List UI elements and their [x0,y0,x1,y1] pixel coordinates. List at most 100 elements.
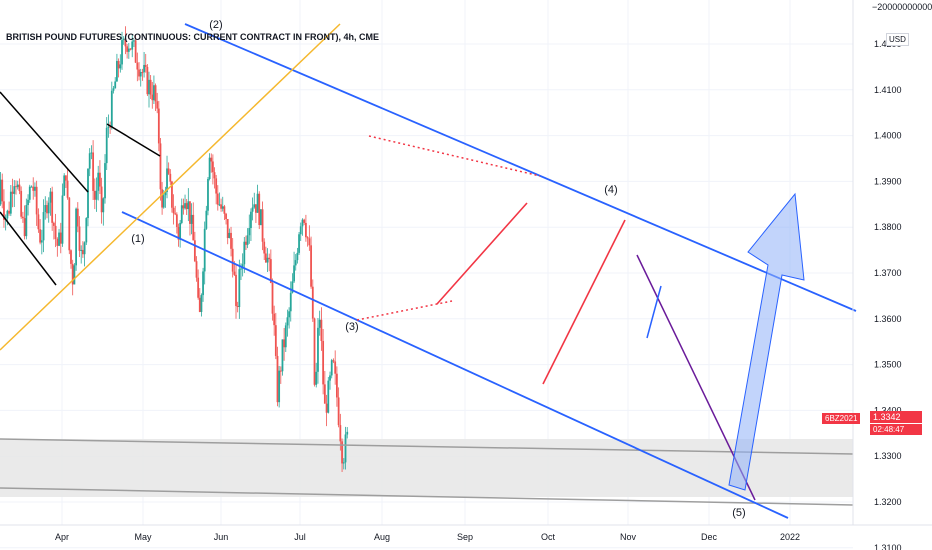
candle-body [200,295,203,312]
candle-body [1,179,4,202]
candle-body [190,214,193,224]
candle-body [21,216,24,219]
price-tick-label: 1.3300 [874,451,902,461]
bar-countdown: 02:48:47 [870,424,922,435]
candle-body [154,85,157,102]
candle-body [56,238,59,246]
dotted-support-line [356,300,453,321]
candle-body [221,206,224,209]
candle-body [182,205,185,209]
candle-body [64,175,67,181]
time-tick-label: 2022 [780,532,800,542]
candle-body [334,361,337,374]
time-tick-label: Aug [374,532,390,542]
price-tick-label: 1.3500 [874,360,902,370]
candle-body [266,257,269,263]
candle-body [298,234,300,253]
price-tick-label: 1.3800 [874,222,902,232]
candle-body [51,191,54,223]
wave-label: (1) [131,233,144,245]
zone-bottom-line [0,487,854,506]
candle-body [276,355,279,403]
candle-body [313,318,316,385]
candle-body [97,172,100,191]
candle-body [9,191,12,214]
candle-body [100,186,103,213]
candle-body [193,240,196,262]
candle-body [171,181,173,208]
candle-body [80,249,83,251]
candle-body [85,218,88,243]
candle-body [37,214,40,230]
candle-body [116,60,118,82]
candle-body [273,313,276,326]
candle-body [241,264,244,269]
candle-body [299,226,302,235]
candle-body [195,261,198,278]
candle-body [284,325,287,348]
candle-body [122,38,125,41]
candle-body [95,190,98,200]
currency-label[interactable]: USD [886,33,909,46]
price-tick-label: 1.3600 [874,314,902,324]
candle-body [44,205,47,213]
candle-body [131,41,134,50]
candle-body [138,69,140,77]
candle-body [296,252,299,261]
candle-body [281,339,284,372]
candle-body [99,172,101,187]
channel-upper-line [184,23,857,312]
candle-body [240,268,242,270]
candle-body [30,186,33,188]
candle-body [325,403,328,413]
candle-body [187,201,190,210]
candle-body [46,205,48,214]
candle-body [179,222,182,240]
candle-body [198,297,201,312]
candle-body [172,207,175,214]
candle-body [189,201,191,224]
candle-body [177,226,180,240]
candle-body [68,197,71,251]
candle-body [336,373,338,398]
candle-body [119,64,122,69]
candle-body [251,207,254,212]
candle-body [126,46,129,52]
candle-body [231,248,234,272]
last-price-tag: 6BZ2021 1.3342 02:48:47 [822,411,930,437]
candle-body [47,202,50,214]
candle-body [63,175,66,196]
price-tick-label: 1.3400 [874,405,902,415]
price-tick-label: 1.3700 [874,268,902,278]
time-axis[interactable]: Apr May Jun Jul Aug Sep Oct Nov Dec 2022 [55,532,800,542]
grid [0,0,853,549]
candle-body [159,143,162,190]
candle-body [202,271,204,296]
projection-arrow-shape [728,192,805,491]
candle-body [250,211,252,229]
candle-body [216,193,219,205]
candlesticks [0,26,349,472]
candle-body [167,168,170,174]
candle-body [28,186,31,200]
price-axis[interactable]: 1.3100 1.3200 1.3300 1.3400 1.3500 1.3600 1.37… [874,39,902,550]
wave-label: (3) [345,321,358,333]
wave-label: (4) [604,184,617,196]
candle-body [289,292,292,312]
candle-body [346,431,349,435]
candle-body [238,269,241,308]
candle-body [236,305,239,308]
candle-body [293,265,295,282]
candle-body [291,281,294,293]
trend-line-1 [436,202,528,305]
wedge-line-upper [0,91,89,193]
candle-body [344,434,347,463]
symbol-badge: 6BZ2021 [822,413,861,424]
time-tick-label: Dec [701,532,718,542]
candle-body [105,127,108,164]
candle-body [261,209,264,242]
candle-body [127,48,130,52]
candle-body [124,38,127,47]
trendlines [0,23,857,519]
